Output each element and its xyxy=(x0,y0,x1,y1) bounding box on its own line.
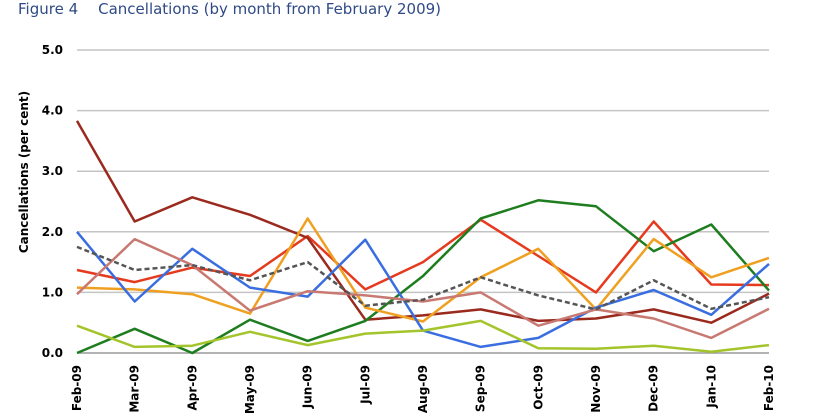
series-line-8 xyxy=(76,319,770,354)
figure-caption: Figure 4 Cancellations (by month from Fe… xyxy=(18,0,441,18)
x-tick-label: Feb-09 xyxy=(70,365,84,411)
chart-title: Cancellations (by month from February 20… xyxy=(98,0,442,18)
y-axis-label: Cancellations (per cent) xyxy=(17,91,31,253)
x-tick-label: Oct-09 xyxy=(531,365,545,410)
series-lines xyxy=(75,120,770,355)
figure-label: Figure 4 xyxy=(18,0,79,18)
x-tick-label: Jul-09 xyxy=(358,365,372,405)
x-tick-label: Aug-09 xyxy=(416,365,430,413)
x-tick-label: Nov-09 xyxy=(589,365,603,413)
series-line-2 xyxy=(75,120,770,324)
series-line-4 xyxy=(76,217,770,323)
x-tick-label: May-09 xyxy=(243,365,257,414)
series-line-7 xyxy=(76,245,770,311)
y-axis-ticks: 0.0 1.0 2.0 3.0 4.0 5.0 xyxy=(42,43,63,360)
series-line-6 xyxy=(76,237,770,340)
y-tick-label: 4.0 xyxy=(42,104,63,118)
series-line-1 xyxy=(76,218,770,294)
y-tick-label: 3.0 xyxy=(42,164,63,178)
y-tick-label: 5.0 xyxy=(42,43,63,57)
y-tick-label: 1.0 xyxy=(42,285,63,299)
x-tick-label: Sep-09 xyxy=(474,365,488,412)
x-tick-label: Dec-09 xyxy=(647,365,661,412)
x-tick-label: Mar-09 xyxy=(128,365,142,413)
x-tick-label: Feb-10 xyxy=(762,365,776,411)
x-tick-label: Jan-10 xyxy=(704,365,718,409)
gridlines xyxy=(77,49,769,354)
series-line-3 xyxy=(76,199,770,355)
x-tick-label: Jun-09 xyxy=(301,365,315,409)
y-tick-label: 0.0 xyxy=(42,346,63,360)
x-axis-ticks: Feb-09 Mar-09 Apr-09 May-09 Jun-09 Jul-09 Aug-… xyxy=(70,365,776,414)
y-tick-label: 2.0 xyxy=(42,225,63,239)
x-tick-label: Apr-09 xyxy=(185,365,199,410)
